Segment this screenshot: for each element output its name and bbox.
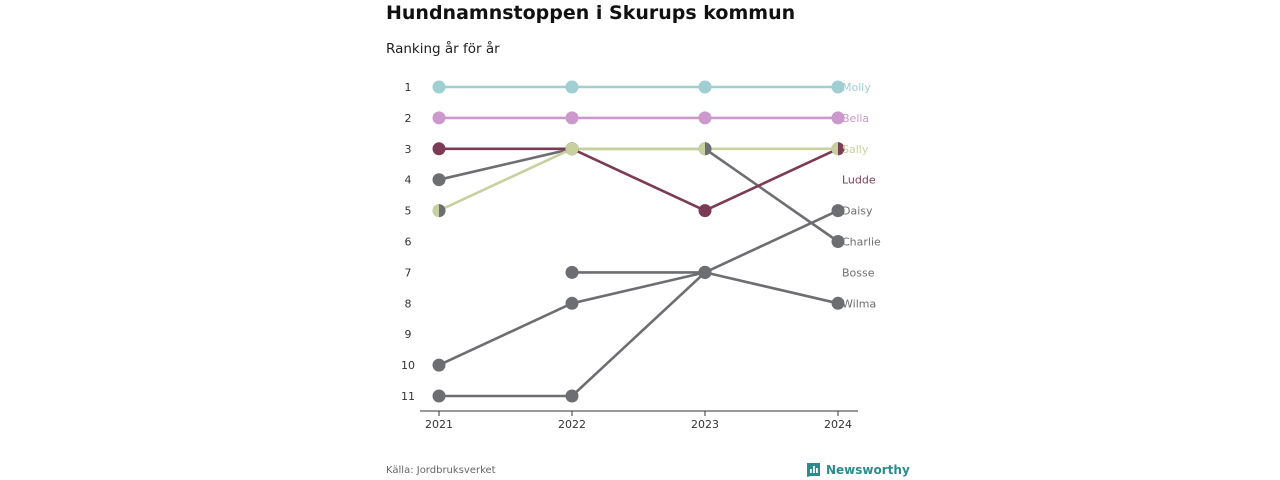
x-tick-label-2022: 2022 [558, 418, 586, 431]
point-bella-2023 [698, 111, 712, 125]
shared-point-sally-2021-left [432, 204, 439, 218]
end-label-ludde: Ludde [842, 174, 876, 187]
end-label-wilma: Wilma [842, 297, 876, 310]
y-tick-label: 4 [405, 174, 412, 187]
series-line-ludde [439, 147, 839, 212]
point-wilma-2023 [698, 265, 712, 279]
series-line-bosse [438, 271, 706, 367]
point-daisy-2021 [432, 389, 446, 403]
x-tick-label-2021: 2021 [425, 418, 453, 431]
end-label-molly: Molly [842, 81, 871, 94]
point-wilma-2024 [831, 296, 845, 310]
x-axis: 2021 2022 2023 2024 [420, 410, 858, 431]
point-molly-2024 [831, 80, 845, 94]
end-label-charlie: Charlie [842, 236, 881, 249]
point-molly-2023 [698, 80, 712, 94]
series-line-charlie [438, 147, 839, 243]
y-axis: 1 2 3 4 5 6 7 8 9 10 11 [401, 81, 415, 403]
point-ludde-2023 [698, 204, 712, 218]
page-title: Hundnamnstoppen i Skurups kommun [386, 2, 796, 24]
series-points [432, 80, 845, 403]
y-tick-label: 5 [405, 205, 412, 218]
point-bosse-2021 [432, 358, 446, 372]
point-bella-2021 [432, 111, 446, 125]
point-charlie-2021 [432, 173, 446, 187]
y-tick-label: 6 [405, 236, 412, 249]
shared-point-sally-charlie-2023-left [698, 142, 705, 156]
point-molly-2022 [565, 80, 579, 94]
point-bella-2024 [831, 111, 845, 125]
bump-chart: 1 2 3 4 5 6 7 8 9 10 11 2021 2022 2023 2024 Molly Bell… [401, 80, 881, 431]
y-tick-label: 2 [405, 112, 412, 125]
end-label-bella: Bella [842, 112, 869, 125]
point-daisy-2024 [831, 204, 845, 218]
y-tick-label: 10 [401, 359, 415, 372]
newsworthy-logo-icon [807, 463, 820, 477]
shared-point-sally-ludde-2024-right [838, 142, 845, 156]
point-sally-2022 [565, 142, 579, 156]
point-wilma-2022 [565, 265, 579, 279]
point-charlie-2024 [831, 235, 845, 248]
series-line-daisy [439, 209, 839, 398]
series-lines [438, 85, 839, 398]
point-ludde-2021 [432, 142, 446, 156]
point-molly-2021 [432, 80, 446, 94]
y-tick-label: 1 [405, 81, 412, 94]
y-tick-label: 9 [405, 328, 412, 341]
chart-subtitle: Ranking år för år [386, 41, 500, 57]
series-line-sally [438, 147, 838, 212]
shared-point-sally-charlie-2023-right [705, 142, 712, 156]
brand-name: Newsworthy [826, 462, 910, 477]
point-bella-2022 [565, 111, 579, 125]
end-label-bosse: Bosse [842, 266, 875, 279]
point-daisy-2022 [565, 389, 579, 403]
shared-point-sally-2021-right [439, 204, 446, 218]
x-tick-label-2024: 2024 [824, 418, 852, 431]
y-tick-label: 3 [405, 143, 412, 156]
brand-logo[interactable]: Newsworthy [806, 462, 910, 477]
y-tick-label: 11 [401, 390, 415, 403]
shared-point-sally-ludde-2024-left [831, 142, 838, 156]
source-note: Källa: Jordbruksverket [386, 465, 496, 476]
y-tick-label: 7 [405, 266, 412, 279]
point-bosse-2022 [565, 296, 579, 310]
y-tick-label: 8 [405, 297, 412, 310]
end-labels: Molly Bella Sally Ludde Daisy Charlie Bosse Wil… [842, 81, 881, 310]
end-label-daisy: Daisy [842, 205, 873, 218]
x-tick-label-2023: 2023 [691, 418, 719, 431]
end-label-sally: Sally [842, 143, 869, 156]
